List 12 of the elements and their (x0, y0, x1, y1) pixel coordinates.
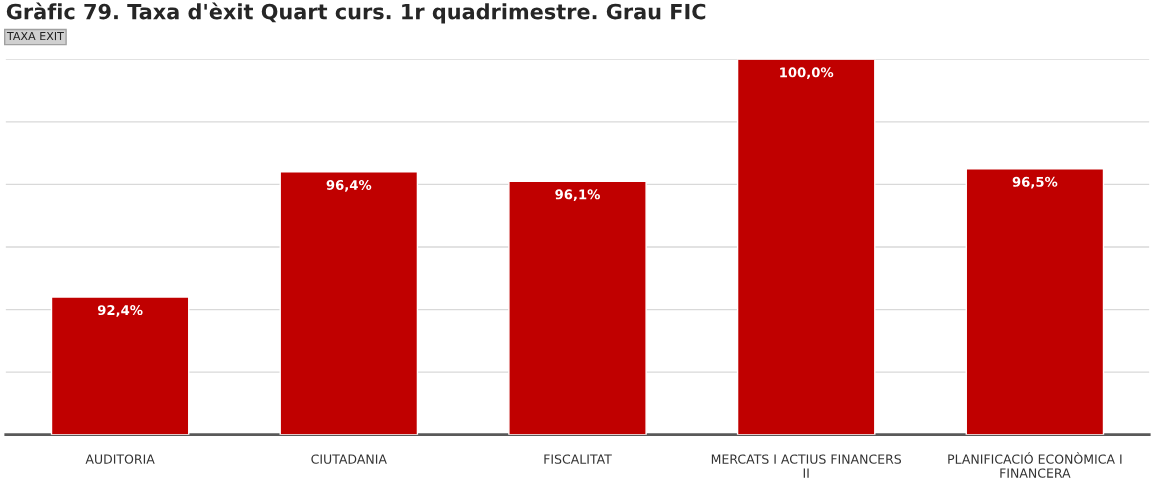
data-label: 100,0% (780, 67, 834, 79)
text: TAXA EXIT (6, 32, 64, 41)
data-label: 96,5% (1012, 176, 1058, 189)
x-tick-label: MERCATS I ACTIUS FINANCERS II (711, 454, 902, 478)
x-tick-label: CIUTADANIA (311, 454, 387, 464)
data-label: 96,4% (326, 179, 372, 192)
data-label: 96,1% (555, 189, 600, 202)
x-tick-label: AUDITORIA (85, 454, 155, 464)
chart-title: Gràfic 79. Taxa d'èxit Quart curs. 1r quadrimestre. Grau FIC (6, 2, 706, 24)
data-label: 92,4% (97, 305, 143, 317)
x-tick-label: PLANIFICACIÓ ECONÒMICA I FINANCERA (948, 452, 1122, 478)
x-tick-label: FISCALITAT (544, 454, 612, 464)
